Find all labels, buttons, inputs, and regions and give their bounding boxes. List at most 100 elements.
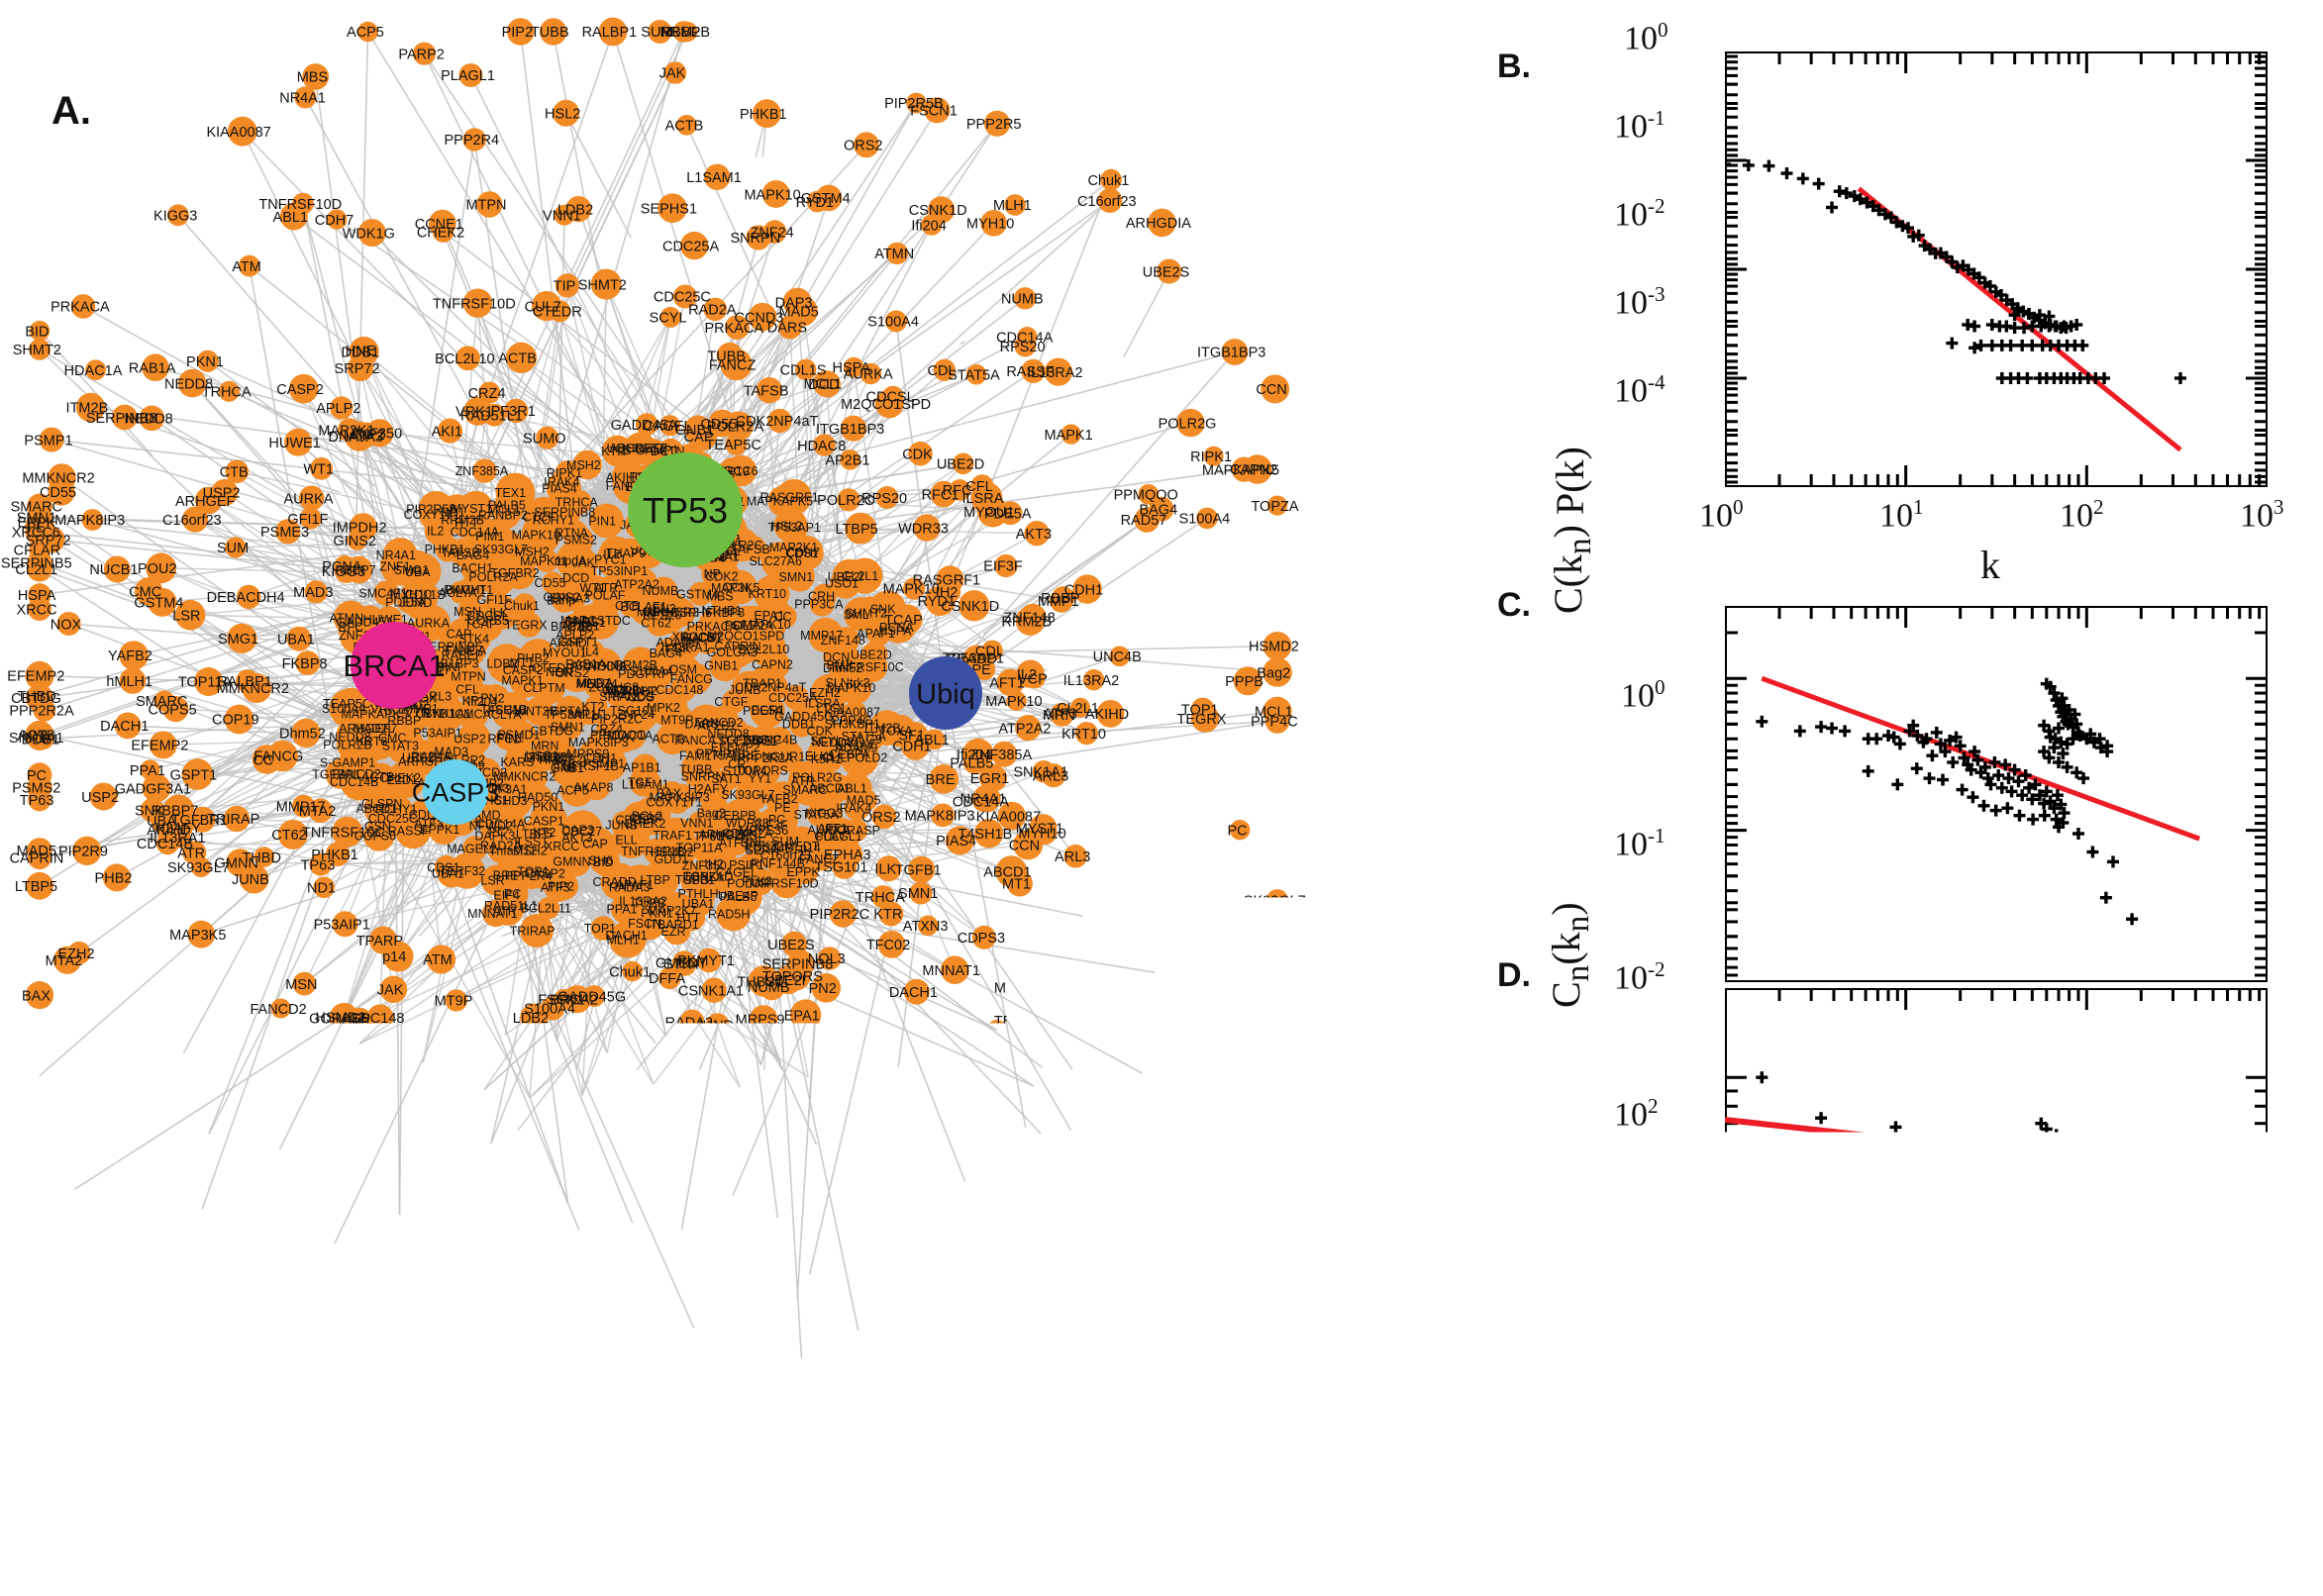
network-node-label: FANCG <box>117 1062 166 1078</box>
network-node-label: MSH2 <box>644 1029 683 1045</box>
network-node-label: ATP2A2 <box>614 577 659 591</box>
network-node-label: YAFB2 <box>108 648 152 664</box>
network-node-label: PPP2R4 <box>444 133 499 149</box>
network-node-label: UBE2S <box>1143 264 1190 280</box>
network-node-label: HSL2 <box>545 107 580 123</box>
network-node-label: RAD50 <box>1016 1061 1062 1077</box>
network-node-label: FKBP8 <box>282 656 328 672</box>
network-node-label: AKT3 <box>1016 527 1052 543</box>
network-node-label: MMP2 <box>808 1257 850 1273</box>
network-node-label: PRKACA <box>50 300 110 316</box>
network-node-label: ACTB <box>665 119 704 135</box>
network-node-label: ARHGDIA <box>571 1047 637 1062</box>
network-node-label: AKI1 <box>432 424 462 440</box>
network-node-label: CRZ4 <box>468 386 506 402</box>
network-node-label: TUBB <box>531 25 569 41</box>
network-node-label: BAX <box>22 988 50 1004</box>
network-node-label: PPP2R4 <box>505 869 553 883</box>
network-node-label: UNC4B <box>1093 649 1142 665</box>
network-node-label: SK93GL7 <box>167 860 230 876</box>
network-node-label: TCAP <box>884 613 923 629</box>
data-points[interactable] <box>1725 158 2186 384</box>
network-node-label: ORS2 <box>861 810 901 826</box>
network-node-label: KRT10 <box>1061 727 1106 743</box>
network-node-label: TEGRX <box>505 618 549 632</box>
network-node-label: POLR2A <box>468 570 518 584</box>
network-node-label: ZNF1 <box>379 560 410 574</box>
network-node-label: ABCD1 <box>983 865 1031 881</box>
hub-node-label-casp3: CASP3 <box>412 778 500 808</box>
panel-b-svg[interactable] <box>1725 51 2268 487</box>
network-node-label: L1SAM1 <box>686 170 742 186</box>
network-node-label: RAD57 <box>1121 513 1167 529</box>
panel-b-ytick-2: 10-2 <box>1614 194 1666 234</box>
network-node-label: IL13RA2 <box>1027 365 1082 381</box>
network-node-label: HDAC8 <box>797 439 846 454</box>
network-node-label: TRHCA <box>856 890 905 906</box>
network-node-label: CMC <box>129 585 161 601</box>
network-node-label: UBA1 <box>277 632 315 648</box>
network-node-label: ATR <box>791 774 815 788</box>
network-node-label: GADGF3A1 <box>115 781 191 797</box>
network-node-label: FANCD2 <box>328 1037 384 1052</box>
network-node-label: S100A4 <box>322 702 366 716</box>
network-node-label: ZNF385A <box>455 464 509 478</box>
network-node-label: WT1 <box>579 581 605 595</box>
network-node-label: CAP <box>447 628 472 642</box>
network-node-label: WDR33 <box>540 1197 590 1213</box>
network-node-label: TRAF1 <box>653 829 692 843</box>
network-node-label: ILSRA <box>1029 1165 1070 1181</box>
network-node-label: JAK1 <box>776 1292 811 1308</box>
panel-c-ytick-0: 100 <box>1621 675 1666 715</box>
hub-node-label-ubiq: Ubiq <box>916 678 975 710</box>
panel-d-svg[interactable] <box>1725 988 2268 1374</box>
data-points[interactable] <box>1756 1071 2132 1337</box>
network-node-label: KRT8 <box>356 735 388 748</box>
network-node-label: DDB1 <box>782 718 815 732</box>
protein-interaction-network[interactable]: CDC14ATAFSBCDC14BS-GAMP1NPCAPRRM2BBREZNF… <box>0 0 1456 1596</box>
network-node-label: KTR <box>873 907 902 923</box>
network-node-label: TEAP5C <box>705 438 760 453</box>
network-node-label: CDC148 <box>770 1351 826 1367</box>
panel-c-ytick-2: 10-2 <box>1614 957 1666 997</box>
network-node-label: HMGB2 <box>539 753 583 767</box>
network-node-label: Chuk1 <box>609 964 651 980</box>
legend-label-ubiq: UBIQ <box>1383 1234 1456 1263</box>
network-node-label: SLNtrk3 <box>1126 966 1177 982</box>
network-node-label: BID <box>593 855 614 869</box>
network-node-label: CDC14A <box>953 795 1010 811</box>
network-node-label: CUL7 <box>525 299 561 315</box>
panel-d-label: D. <box>1497 956 1531 995</box>
network-node-label: PIN1 <box>947 1175 978 1191</box>
network-node-label: CDK <box>902 447 933 462</box>
network-node-label: TOPZA <box>683 870 725 884</box>
network-node-label: MT1 <box>510 656 535 670</box>
panel-c-svg[interactable] <box>1725 606 2268 982</box>
network-node-label: MLH1 <box>993 198 1032 214</box>
network-node-label: PIN1 <box>496 732 524 746</box>
network-node-label: MAP3K5 <box>169 928 226 944</box>
network-node-label: DAP3 <box>775 295 813 311</box>
network-node-label: Ifi204 <box>957 748 991 763</box>
network-node-label: PTHLH <box>678 887 719 901</box>
network-node-label: ATR <box>177 846 205 861</box>
network-node-label: MYST1 <box>451 502 492 516</box>
network-node-label: MSN <box>454 605 481 619</box>
network-node-label: TSG101 <box>493 1295 547 1311</box>
network-node-label: ELL <box>761 1211 787 1227</box>
network-node-label: CLPTM <box>523 681 564 695</box>
network-node-label: CDC25C <box>250 1076 307 1092</box>
network-node-label: TGFBR3 <box>392 1056 449 1072</box>
network-node-label: VTN <box>509 1385 538 1401</box>
network-node-label: CFL <box>997 1288 1024 1304</box>
network-node-label: USP2 <box>81 790 119 806</box>
network-node-label: MRPS9 <box>736 1013 785 1029</box>
panel-b-xtick-3: 103 <box>2240 495 2284 535</box>
network-node-label: CDC148 <box>656 683 703 697</box>
network-node-label: MYH10 <box>1018 827 1065 843</box>
network-node-label: SUM <box>217 541 249 556</box>
network-node-label: EGR1 <box>970 771 1010 787</box>
network-node-label: PPMQQO <box>1114 488 1178 504</box>
data-points[interactable] <box>1756 678 2138 926</box>
network-node-label: TIP <box>554 279 576 295</box>
